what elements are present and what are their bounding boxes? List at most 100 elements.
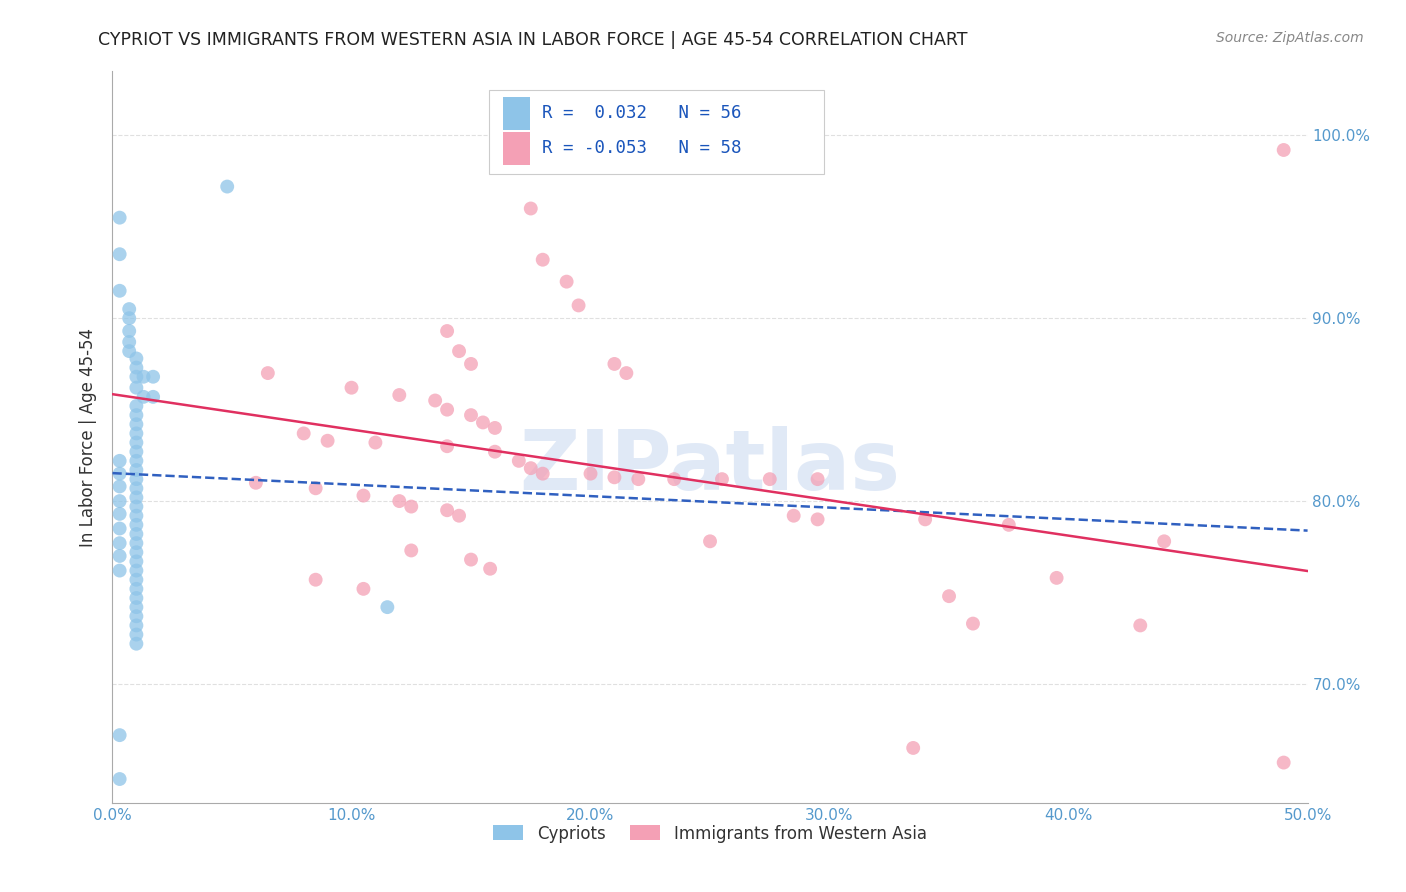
Point [108, 247, 131, 261]
Point [108, 772, 131, 786]
Point [460, 552, 482, 566]
Point [142, 369, 165, 384]
Point [903, 740, 925, 755]
Point [108, 284, 131, 298]
Point [364, 435, 387, 450]
Point [388, 494, 411, 508]
Point [125, 517, 148, 532]
Point [436, 439, 458, 453]
Point [508, 454, 530, 468]
Point [616, 366, 638, 380]
Point [927, 808, 949, 822]
Legend: Cypriots, Immigrants from Western Asia: Cypriots, Immigrants from Western Asia [486, 818, 934, 849]
Point [108, 211, 131, 225]
Point [603, 470, 626, 484]
Point [125, 426, 148, 441]
Point [118, 311, 141, 326]
Point [479, 562, 502, 576]
Point [460, 357, 482, 371]
Point [217, 179, 239, 194]
Point [125, 444, 148, 458]
Point [305, 481, 328, 495]
Point [125, 369, 148, 384]
Point [108, 521, 131, 535]
Point [125, 573, 148, 587]
Point [1046, 571, 1069, 585]
Point [1272, 143, 1295, 157]
Point [664, 472, 686, 486]
Point [257, 366, 280, 380]
Point [108, 494, 131, 508]
Point [436, 402, 458, 417]
Point [108, 536, 131, 550]
Point [699, 534, 721, 549]
Point [460, 408, 482, 422]
Point [142, 390, 165, 404]
Point [118, 301, 141, 317]
Point [125, 591, 148, 605]
Point [531, 467, 554, 481]
Point [962, 616, 984, 631]
Point [125, 500, 148, 514]
Text: R = -0.053   N = 58: R = -0.053 N = 58 [541, 139, 741, 157]
Point [711, 472, 734, 486]
Text: CYPRIOT VS IMMIGRANTS FROM WESTERN ASIA IN LABOR FORCE | AGE 45-54 CORRELATION C: CYPRIOT VS IMMIGRANTS FROM WESTERN ASIA … [98, 31, 967, 49]
Point [125, 399, 148, 413]
Point [388, 388, 411, 402]
Point [520, 202, 543, 216]
Point [484, 421, 506, 435]
Point [292, 426, 315, 441]
Point [401, 543, 423, 558]
Point [125, 381, 148, 395]
Point [1129, 618, 1152, 632]
Point [305, 573, 328, 587]
Point [108, 549, 131, 563]
Point [118, 324, 141, 338]
Point [377, 600, 399, 615]
Point [807, 472, 830, 486]
Point [125, 417, 148, 432]
Point [938, 589, 960, 603]
Point [401, 500, 423, 514]
Point [118, 334, 141, 349]
Point [118, 344, 141, 359]
Y-axis label: In Labor Force | Age 45-54: In Labor Force | Age 45-54 [79, 327, 97, 547]
Point [472, 416, 495, 430]
Point [352, 582, 374, 596]
Point [125, 351, 148, 366]
Point [125, 463, 148, 477]
Point [125, 408, 148, 422]
Point [125, 545, 148, 559]
Point [125, 582, 148, 596]
Point [782, 508, 804, 523]
Point [245, 475, 267, 490]
Point [447, 508, 470, 523]
Text: R =  0.032   N = 56: R = 0.032 N = 56 [541, 104, 741, 122]
Point [108, 564, 131, 578]
Point [125, 637, 148, 651]
Point [125, 508, 148, 523]
Point [568, 298, 591, 312]
Point [125, 600, 148, 615]
Point [316, 434, 339, 448]
Point [132, 390, 155, 404]
Text: Source: ZipAtlas.com: Source: ZipAtlas.com [1216, 31, 1364, 45]
Point [1272, 756, 1295, 770]
Point [711, 143, 734, 157]
Point [340, 381, 363, 395]
FancyBboxPatch shape [503, 132, 530, 165]
Point [125, 360, 148, 375]
Point [125, 627, 148, 641]
Point [125, 609, 148, 624]
Text: ZIPatlas: ZIPatlas [520, 425, 900, 507]
Point [436, 503, 458, 517]
Point [627, 472, 650, 486]
Point [603, 357, 626, 371]
Point [125, 472, 148, 486]
Point [125, 618, 148, 632]
Point [125, 527, 148, 541]
Point [108, 728, 131, 742]
Point [759, 472, 782, 486]
Point [352, 489, 374, 503]
FancyBboxPatch shape [489, 90, 824, 174]
